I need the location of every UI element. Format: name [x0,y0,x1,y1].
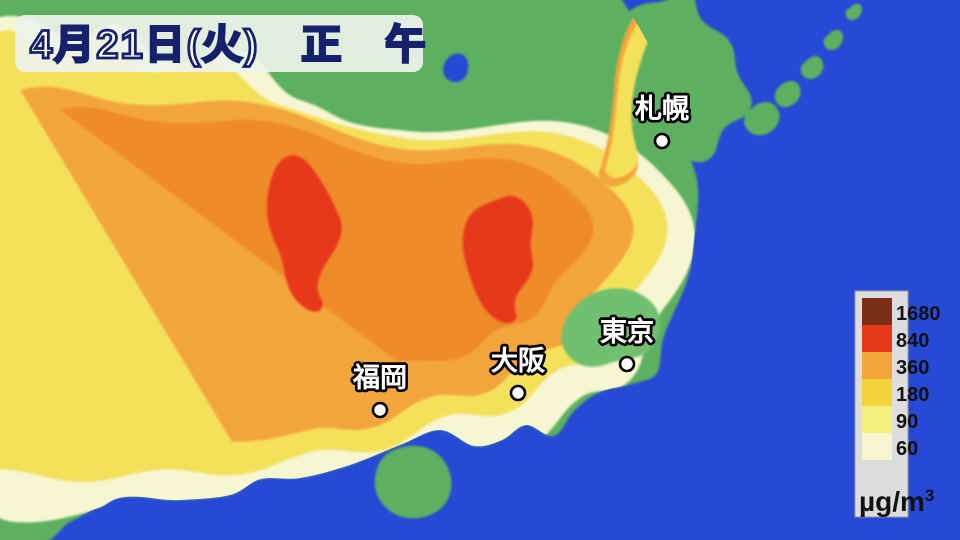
svg-text:福岡: 福岡 [352,363,407,393]
svg-text:4月21日(火) 正 午: 4月21日(火) 正 午 [30,23,427,67]
svg-text:東京: 東京 [600,316,654,347]
svg-text:360: 360 [896,357,929,379]
svg-text:180: 180 [896,384,929,406]
svg-text:1680: 1680 [896,303,941,325]
svg-text:840: 840 [896,330,929,352]
svg-text:µg/m3: µg/m3 [859,486,934,517]
svg-text:60: 60 [896,438,918,460]
svg-text:大阪: 大阪 [491,346,545,376]
svg-text:90: 90 [896,411,918,433]
svg-text:札幌: 札幌 [635,94,689,124]
